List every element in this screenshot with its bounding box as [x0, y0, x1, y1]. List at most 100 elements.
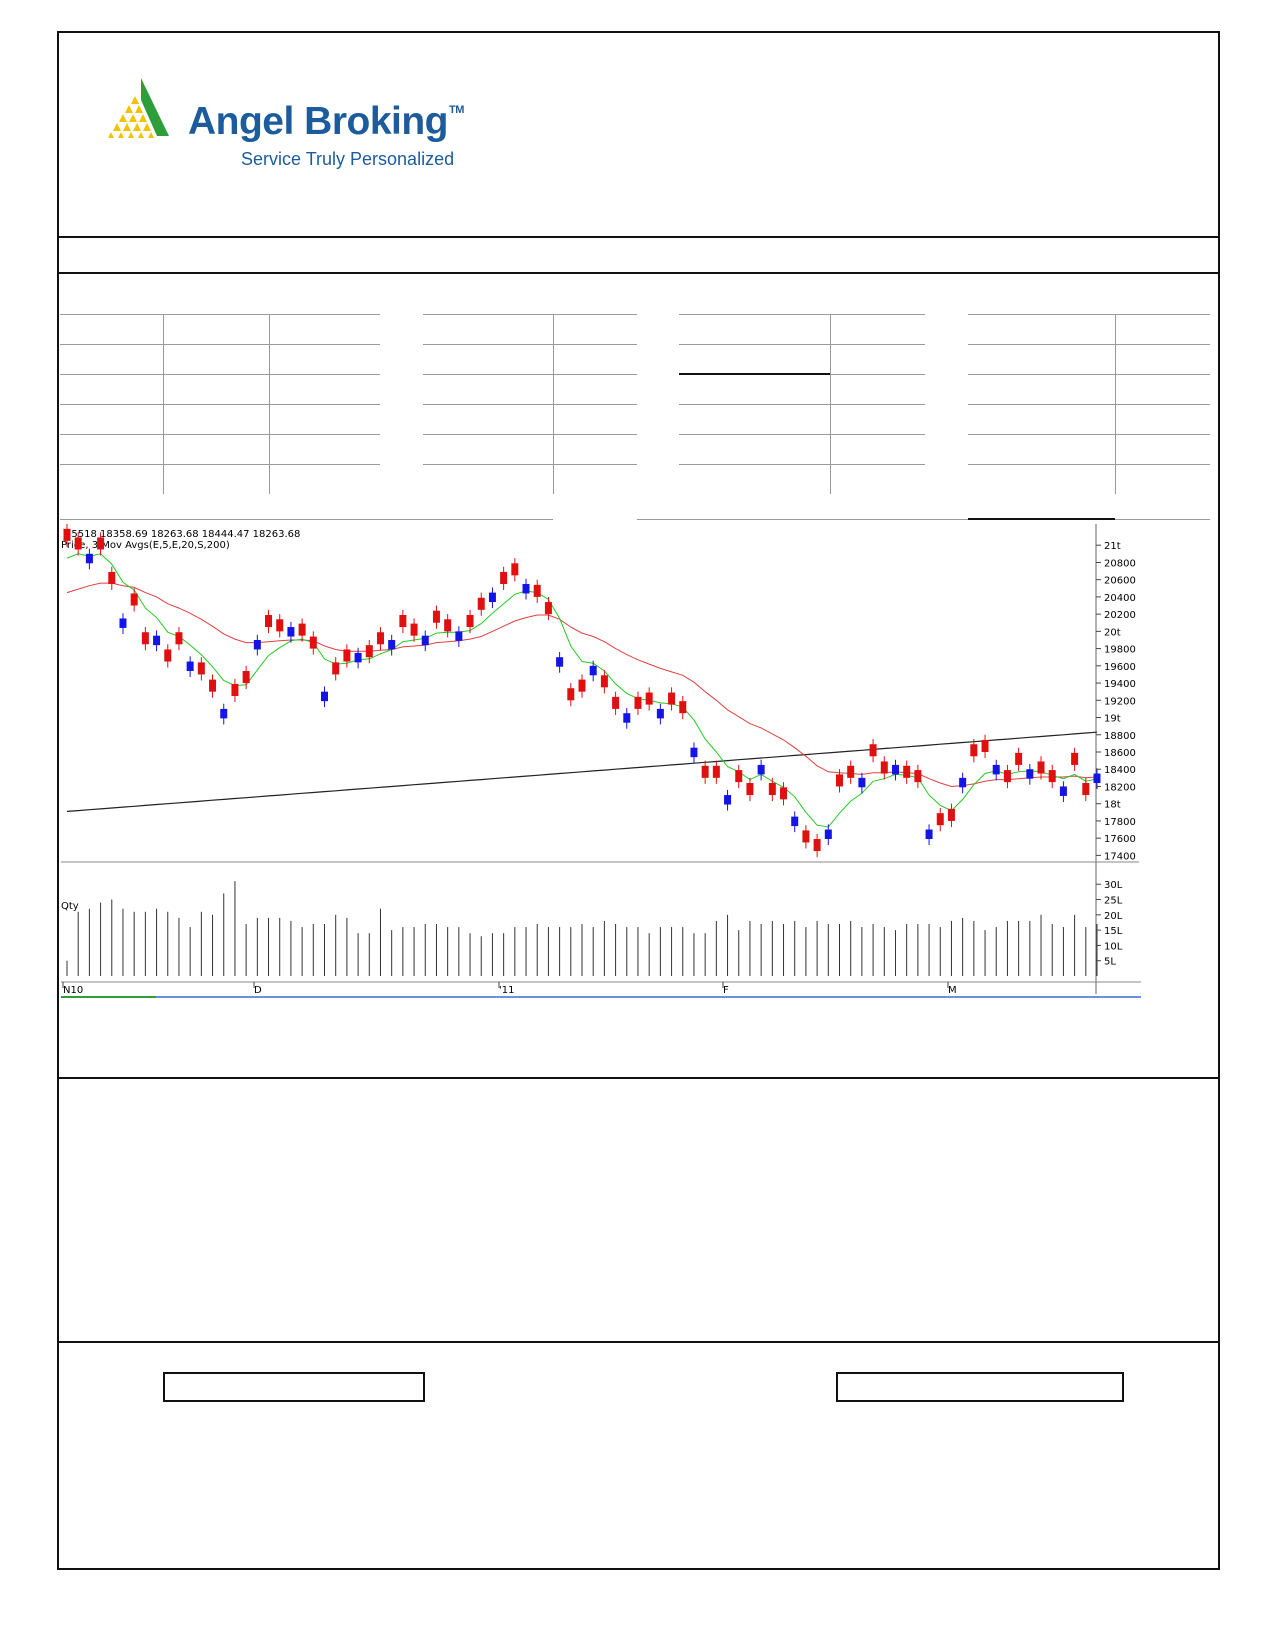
- price-tick-label: 18600: [1104, 748, 1136, 759]
- candle-body: [97, 537, 105, 550]
- logo-dot: [135, 105, 143, 113]
- candle-body: [600, 675, 608, 688]
- logo-dot: [123, 123, 131, 131]
- candle-body: [153, 635, 161, 646]
- candle-body: [992, 764, 1000, 775]
- candle-body: [724, 795, 732, 805]
- candle-body: [768, 783, 776, 796]
- brand-tagline: Service Truly Personalized: [241, 149, 455, 169]
- candle-body: [556, 657, 564, 667]
- candle-body: [343, 649, 351, 662]
- date-tick-label: M: [948, 985, 957, 996]
- candle-body: [1003, 770, 1011, 783]
- candle-body: [242, 670, 250, 684]
- candle-body: [780, 787, 788, 800]
- candle-body: [197, 662, 205, 675]
- candle-body: [1037, 761, 1045, 774]
- candle-body: [354, 652, 362, 663]
- candle-body: [1048, 770, 1056, 783]
- candle-body: [746, 783, 754, 796]
- candle-body: [287, 627, 295, 637]
- candle-body: [365, 645, 373, 658]
- resistance-box: [836, 1372, 1124, 1402]
- candle-body: [925, 829, 933, 840]
- candle-body: [802, 830, 810, 843]
- date-tick-label: F: [723, 985, 729, 996]
- candle-body: [936, 813, 944, 826]
- candle-body: [981, 739, 989, 752]
- candle-body: [175, 632, 183, 645]
- price-tick-label: 18200: [1104, 782, 1136, 793]
- candle-body: [321, 691, 328, 702]
- chart-header-values: 25518 18358.69 18263.68 18444.47 18263.6…: [65, 529, 300, 540]
- logo-dot: [143, 123, 151, 131]
- candle-body: [410, 623, 418, 636]
- candle-body: [612, 696, 620, 709]
- candle-body: [813, 839, 821, 852]
- price-tick-label: 19800: [1104, 645, 1136, 656]
- chart-bottom-divider: [57, 1077, 1220, 1079]
- sma200-line: [66, 731, 1098, 812]
- candle-body: [500, 571, 508, 584]
- ema5-line: [66, 553, 1098, 828]
- price-tick-label: 17400: [1104, 851, 1136, 862]
- support-box: [163, 1372, 425, 1402]
- price-tick-label: 21t: [1104, 541, 1121, 552]
- volume-tick-label: 5L: [1104, 957, 1116, 968]
- candle-body: [298, 623, 306, 636]
- candle-body: [847, 765, 855, 778]
- candle-body: [701, 765, 709, 778]
- candle-body: [869, 744, 877, 757]
- page-frame: [57, 31, 1220, 1570]
- candle-body: [455, 631, 463, 641]
- candle-body: [970, 744, 978, 757]
- volume-tick-label: 25L: [1104, 896, 1123, 907]
- candle-body: [679, 701, 687, 714]
- candle-body: [265, 614, 273, 628]
- candle-body: [836, 774, 843, 787]
- logo-dot: [148, 132, 154, 138]
- candle-body: [858, 777, 866, 788]
- price-tick-label: 17600: [1104, 834, 1136, 845]
- candle-body: [477, 597, 485, 610]
- candle-body: [276, 619, 284, 632]
- volume-label: Qty: [61, 901, 79, 912]
- price-tick-label: 20800: [1104, 558, 1136, 569]
- candle-body: [903, 765, 911, 778]
- candle-body: [533, 584, 541, 597]
- candle-body: [757, 764, 765, 775]
- candle-body: [388, 639, 396, 650]
- candle-body: [309, 636, 317, 649]
- candle-body: [220, 708, 228, 719]
- candle-body: [578, 679, 586, 692]
- price-tick-label: 20200: [1104, 610, 1136, 621]
- candle-body: [332, 662, 340, 675]
- lower-divider: [57, 1341, 1220, 1343]
- pyramid-logo-icon: [108, 78, 169, 138]
- candle-body: [74, 537, 82, 550]
- price-tick-label: 18800: [1104, 731, 1136, 742]
- candle-body: [712, 765, 720, 778]
- candle-body: [1015, 752, 1023, 765]
- candle-body: [522, 583, 530, 594]
- price-tick-label: 19t: [1104, 714, 1121, 725]
- candle-body: [947, 808, 955, 821]
- candle-body: [511, 563, 519, 576]
- brand-logo: Angel BrokingTM Service Truly Personaliz…: [105, 78, 485, 178]
- candle-body: [544, 602, 552, 615]
- volume-tick-label: 30L: [1104, 880, 1123, 891]
- volume-tick-label: 15L: [1104, 926, 1123, 937]
- candle-body: [891, 764, 899, 775]
- candle-body: [108, 571, 116, 584]
- ema20-line: [66, 582, 1098, 788]
- candle-body: [376, 632, 384, 645]
- candle-body: [656, 708, 664, 719]
- date-tick-label: '11: [499, 985, 514, 996]
- candle-body: [164, 649, 172, 662]
- logo-dot: [113, 123, 121, 131]
- date-tick-label: D: [254, 985, 262, 996]
- candle-body: [824, 829, 832, 840]
- section-divider: [57, 272, 1220, 274]
- logo-dot: [133, 123, 141, 131]
- candle-body: [791, 816, 799, 827]
